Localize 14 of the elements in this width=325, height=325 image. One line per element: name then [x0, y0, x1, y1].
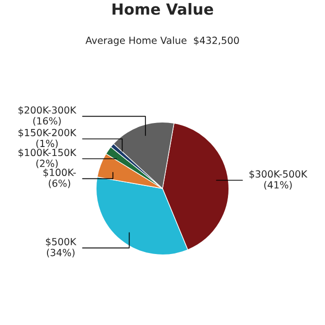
data-label: (16%) — [33, 117, 61, 126]
slice-label: $100K-150K — [18, 148, 76, 158]
chart-title: Home Value — [112, 3, 214, 15]
data-label: (41%) — [264, 181, 292, 190]
chart-subtitle: Average Home Value $432,500 — [86, 36, 239, 46]
slice-label: $150K-200K — [18, 128, 76, 138]
slice-label: $500K — [46, 238, 76, 247]
slice-label: $300K-500K — [250, 170, 308, 179]
data-label: (2%) — [36, 160, 58, 168]
data-label: (1%) — [36, 140, 58, 148]
data-label: (34%) — [46, 248, 74, 258]
slice-label: $200K-300K — [18, 106, 76, 115]
slice-label: $100K- — [43, 168, 76, 178]
data-label: (6%) — [48, 179, 70, 188]
